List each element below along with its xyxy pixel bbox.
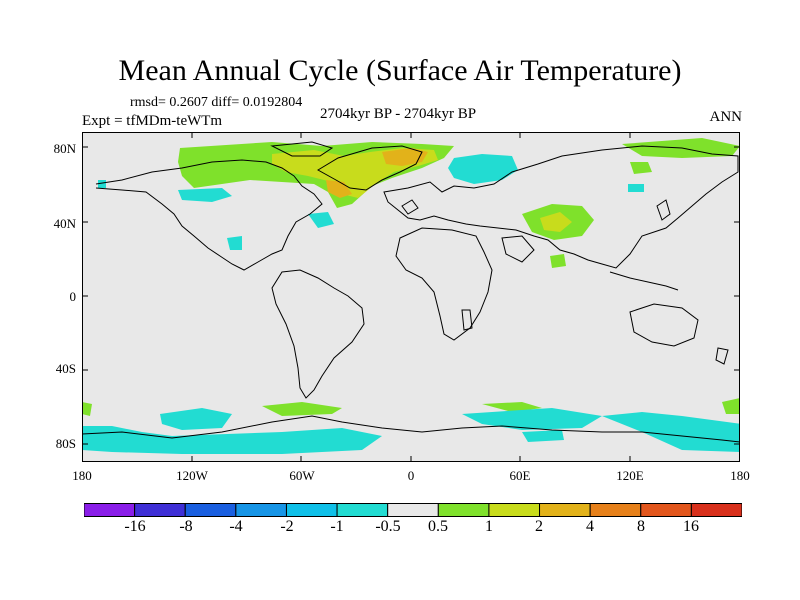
colorbar-label: -1 [330,518,344,535]
colorbar [84,503,742,517]
lat-label-80n: 80N [53,141,76,156]
lon-label-60w: 60W [289,468,315,483]
colorbar-box [235,503,287,517]
atlantic-cool-1 [308,212,334,228]
south-warm-east [482,402,542,412]
antarctica-coast [82,415,740,443]
colorbar-box [336,503,389,517]
alaska-cool [178,188,232,202]
lon-label-180e: 180 [730,468,750,483]
eurasia-coast [383,145,739,269]
south-warm-west [82,402,92,416]
lat-label-80s: 80S [55,436,76,451]
colorbar-box [488,503,541,517]
british-isles-coast [401,199,419,215]
pacific-cool-spot [98,180,106,188]
axis-ticks [82,132,740,462]
colorbar-label: 1 [485,518,493,535]
south-warm-central [262,402,342,416]
lon-label-0: 0 [407,468,415,483]
colorbar-box [640,503,692,517]
coastlines [82,141,740,443]
colorbar-label: -0.5 [375,518,401,535]
labrador-hot-core [326,180,352,198]
south-america-coast [271,269,365,399]
lon-label-60e: 60E [509,468,531,483]
world-map [82,132,740,462]
norwegian-sea-cool [448,154,518,184]
colorbar-box [387,503,439,517]
colorbar-label: 4 [586,518,594,535]
antarctic-cool-center [522,430,564,442]
greenland-hot-core [382,148,428,166]
indonesia-coast [609,271,679,291]
arabia-warm [550,254,566,268]
ne-asia-warm [630,162,652,174]
colorbar-label: -2 [280,518,294,535]
season-label: ANN [709,109,743,125]
stats-label: rmsd= 0.2607 diff= 0.0192804 [130,95,303,110]
colorbar-boxes [84,503,742,517]
lon-label-120w: 120W [176,468,208,483]
colorbar-label: 8 [637,518,645,535]
madagascar-coast [461,309,473,331]
lon-label-180w: 180 [72,468,92,483]
colorbar-box [184,503,237,517]
colorbar-label: -4 [229,518,243,535]
south-warm-far-east [722,398,740,414]
southern-ocean-cool [462,408,602,430]
experiment-label: Expt = tfMDm-teWTm [82,113,223,129]
antarctic-cool-east [602,412,740,452]
colorbar-box [539,503,591,517]
colorbar-label: 0.5 [428,518,448,535]
atlantic-cool-2 [227,236,242,250]
greenland-coast [317,145,423,191]
lon-label-120e: 120E [616,468,644,483]
colorbar-box [285,503,338,517]
arabia-coast [501,235,535,263]
arctic-archipelago-coast [270,141,334,157]
east-asia-cool [628,184,644,192]
colorbar-box [134,503,186,517]
chart-title: Mean Annual Cycle (Surface Air Temperatu… [118,54,682,87]
colorbar-label: -8 [179,518,193,535]
colorbar-box [589,503,642,517]
lat-label-40s: 40S [55,361,76,376]
colorbar-label: -16 [124,518,146,535]
colorbar-box [690,503,742,517]
period-label: 2704kyr BP - 2704kyr BP [320,106,477,122]
central-asia-warm-core [540,212,572,232]
colorbar-box [437,503,490,517]
south-pacific-cool [160,408,232,430]
new-zealand-coast [715,347,729,365]
australia-coast [629,303,699,347]
lat-label-40n: 40N [53,216,76,231]
cool-anomaly-regions [82,154,740,454]
colorbar-box [84,503,136,517]
japan-coast [656,199,671,221]
north-america-coast [95,159,323,271]
lat-label-0: 0 [69,289,77,304]
colorbar-label: 16 [683,518,699,535]
colorbar-label: 2 [535,518,543,535]
antarctic-cool-west [82,426,382,454]
